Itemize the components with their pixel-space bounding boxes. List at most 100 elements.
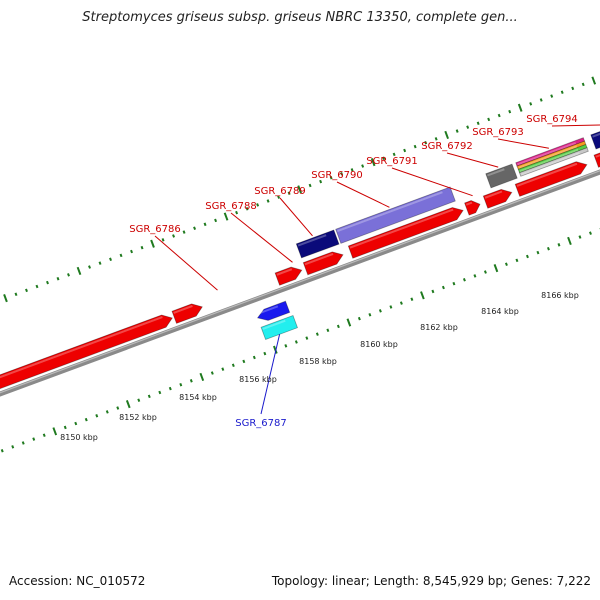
- upper-scale-minor-tick: [214, 218, 218, 223]
- upper-scale-minor-tick: [203, 222, 207, 227]
- gene-label-SGR_6786: SGR_6786: [129, 224, 181, 235]
- lower-scale-minor-tick: [189, 379, 193, 383]
- lower-scale-major-tick: [199, 372, 205, 382]
- scale-label: 8164 kbp: [481, 307, 519, 316]
- lower-scale-minor-tick: [11, 445, 15, 449]
- gene-label-SGR_6794: SGR_6794: [526, 114, 578, 125]
- feature-SGR_6787: [260, 314, 299, 341]
- lower-scale-minor-tick: [462, 278, 466, 282]
- lower-scale-minor-tick: [210, 371, 214, 375]
- upper-scale-minor-tick: [88, 265, 91, 269]
- lower-scale-minor-tick: [284, 344, 288, 348]
- scale-label: 8162 kbp: [420, 323, 458, 332]
- gene-label-SGR_6791: SGR_6791: [366, 156, 418, 167]
- leader-line-SGR_6790: [336, 181, 390, 208]
- gene-features: [0, 131, 600, 397]
- tick-marks: [0, 76, 600, 453]
- lower-scale-minor-tick: [305, 336, 309, 340]
- upper-scale-minor-tick: [434, 137, 438, 141]
- lower-scale-major-tick: [493, 264, 499, 273]
- gene-arrow-SGR_6786: [0, 314, 173, 390]
- upper-scale-minor-tick: [319, 179, 323, 184]
- upper-scale-minor-tick: [182, 230, 186, 234]
- gene-label-SGR_6790: SGR_6790: [311, 170, 363, 181]
- gene-arrow-SGR_6786b-shine: [173, 305, 193, 314]
- lower-scale-minor-tick: [105, 410, 109, 414]
- lower-scale-minor-tick: [578, 235, 582, 239]
- leader-line-SGR_6794: [551, 124, 600, 127]
- gene-arrow-SGR_6791-shine: [465, 201, 473, 206]
- upper-scale-minor-tick: [350, 168, 354, 172]
- upper-scale-minor-tick: [466, 125, 470, 129]
- gene-label-SGR_6788: SGR_6788: [205, 201, 257, 212]
- gene-arrow-SGR_6794: [593, 152, 600, 168]
- gene-arrow-SGR_6790-shine: [349, 208, 454, 249]
- feature-SGR_6793-stripe-3: [518, 147, 589, 177]
- lower-scale-major-tick: [567, 236, 572, 246]
- lower-scale-minor-tick: [42, 433, 46, 437]
- lower-scale-minor-tick: [336, 324, 340, 329]
- upper-scale-minor-tick: [403, 148, 407, 153]
- upper-scale-minor-tick: [287, 191, 291, 195]
- lower-scale-minor-tick: [473, 274, 477, 278]
- lower-scale-minor-tick: [137, 398, 141, 402]
- gene-label-SGR_6787: SGR_6787: [235, 418, 287, 429]
- upper-scale-major-tick: [591, 76, 597, 85]
- lower-scale-minor-tick: [231, 363, 235, 368]
- lower-scale-minor-tick: [147, 394, 151, 399]
- upper-scale-minor-tick: [455, 129, 459, 133]
- upper-scale-minor-tick: [308, 183, 312, 188]
- gene-arrow-SGR_6790: [347, 207, 464, 259]
- upper-scale-major-tick: [370, 158, 376, 167]
- upper-scale-minor-tick: [560, 90, 564, 94]
- feature-SGR_6789-shine: [297, 234, 327, 247]
- lower-scale-minor-tick: [431, 289, 435, 294]
- upper-scale-minor-tick: [119, 253, 123, 258]
- feature-SGR_6793-stripe-1-shine: [518, 145, 578, 169]
- lower-scale-major-tick: [346, 318, 352, 327]
- feature-SGR_6787-shine: [262, 319, 286, 330]
- feature-SGR_6790: [335, 186, 456, 244]
- upper-scale-major-tick: [3, 294, 8, 303]
- upper-scale-minor-tick: [14, 292, 18, 297]
- lower-scale-minor-tick: [21, 441, 25, 445]
- upper-scale-minor-tick: [277, 195, 281, 199]
- lower-scale-major-tick: [52, 427, 58, 436]
- feature-SGR_6794: [590, 131, 600, 150]
- lower-scale-minor-tick: [179, 382, 183, 387]
- gene-arrow-SGR_6786b: [171, 303, 203, 324]
- upper-scale-minor-tick: [392, 152, 396, 157]
- gene-arrow-SGR_6788: [274, 266, 303, 286]
- lower-scale-minor-tick: [84, 417, 88, 422]
- leader-line-SGR_6792: [446, 152, 499, 168]
- gene-arrow-SGR_6792: [482, 188, 513, 209]
- upper-scale-minor-tick: [487, 117, 491, 122]
- upper-scale-minor-tick: [25, 288, 28, 293]
- backbone-highlight: [0, 170, 600, 394]
- upper-scale-major-tick: [517, 103, 523, 112]
- lower-scale-minor-tick: [536, 250, 540, 255]
- lower-scale-minor-tick: [589, 231, 592, 235]
- scale-label: 8156 kbp: [239, 375, 277, 384]
- leader-line-SGR_6791: [391, 167, 473, 197]
- topology-summary: Topology: linear; Length: 8,545,929 bp; …: [271, 574, 591, 588]
- upper-scale-minor-tick: [161, 238, 165, 242]
- upper-scale-minor-tick: [329, 175, 333, 180]
- upper-scale-minor-tick: [571, 86, 575, 91]
- lower-scale-minor-tick: [378, 309, 382, 313]
- upper-scale-major-tick: [297, 185, 302, 194]
- feature-SGR_6793-stripe-3-shine: [520, 152, 580, 176]
- gene-labels: SGR_6786 SGR_6788 SGR_6789 SGR_6790SGR_6791…: [129, 114, 600, 429]
- upper-scale-minor-tick: [550, 94, 554, 98]
- feature-SGR_6789: [295, 229, 340, 259]
- lower-scale-minor-tick: [95, 414, 99, 418]
- gene-label-SGR_6793: SGR_6793: [472, 127, 524, 138]
- scale-label: 8150 kbp: [60, 433, 98, 442]
- upper-scale-minor-tick: [539, 98, 543, 102]
- lower-scale-minor-tick: [483, 270, 487, 274]
- leader-line-SGR_6787: [260, 334, 281, 415]
- upper-scale-minor-tick: [508, 109, 512, 114]
- upper-scale-minor-tick: [340, 172, 344, 176]
- upper-scale-minor-tick: [476, 121, 480, 126]
